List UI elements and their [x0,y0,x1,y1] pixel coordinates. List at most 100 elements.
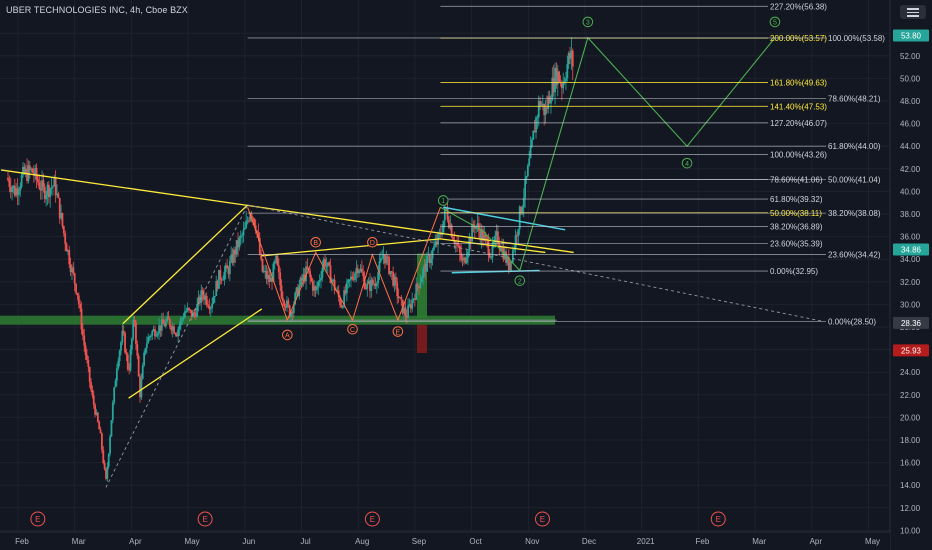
candle-body [566,64,569,79]
candle-body [554,67,556,93]
candle-body [241,235,243,237]
price-label-badge [893,243,929,256]
candle-body [543,103,546,116]
candle-body [306,266,309,269]
candle-body [275,255,277,262]
candle-body [35,168,38,180]
candle-body [392,272,395,286]
candle-body [570,50,573,59]
candle-body [107,453,110,467]
candle-body [261,258,264,272]
candle-body [544,107,547,116]
candle-body [310,277,313,281]
wave-label-text: A [285,333,290,340]
candle-body [522,198,525,208]
candle-body [460,252,463,260]
candle-body [87,359,90,367]
candle-body [311,280,314,291]
candle-body [405,315,408,318]
candle-body [288,305,291,318]
candle-body [88,366,91,382]
candle-body [26,168,28,181]
candle-body [329,265,332,284]
candle-body [173,326,175,334]
candle-body [452,236,454,240]
candle-body [287,300,290,306]
earnings-icon-label: E [370,515,375,524]
candle-body [54,177,57,196]
candle-body [258,237,261,255]
candle-body [239,235,242,238]
candle-body [339,297,341,305]
candle-body [299,277,302,286]
candle-body [480,229,483,241]
candle-body [12,185,15,189]
candle-body [137,355,140,377]
candle-body [390,271,393,273]
time-axis-tick: Dec [582,537,596,546]
candle-body [494,235,497,243]
price-axis-tick: 32.00 [900,278,921,287]
menu-icon[interactable] [900,5,926,19]
candle-body [385,256,388,264]
candle-body [223,271,226,280]
candle-body [249,213,252,221]
candle-body [62,226,65,234]
fib-level-label: 200.00%(53.57) [770,34,827,43]
candle-body [198,296,201,304]
candle-body [305,266,307,282]
candle-body [190,310,193,318]
candle-body [147,337,150,344]
candle-body [317,281,320,289]
wave-label-circle [392,326,404,337]
candle-body [114,380,117,388]
price-axis-tick: 50.00 [900,74,921,83]
candle-body [72,267,75,274]
candle-body [125,352,128,355]
candle-body [209,307,212,310]
candle-body [228,261,231,275]
candle-body [71,267,73,273]
candle-body [273,261,276,264]
candle-body [370,279,373,291]
candle-body [348,279,351,281]
candle-body [9,186,12,193]
candle-body [360,268,363,273]
wave-label-circle [437,195,449,206]
candle-body [375,283,378,287]
candle-body [514,235,517,250]
candle-body [453,239,456,244]
time-axis-tick: Jul [300,537,310,546]
candle-body [160,319,163,331]
price-axis-tick: 52.00 [900,52,921,61]
wave-label-circle [310,236,321,248]
candle-body [412,298,415,300]
candle-body [90,381,92,390]
price-axis-tick: 16.00 [900,459,921,468]
candle-body [352,278,355,280]
candle-body [520,206,522,214]
earnings-icon [534,511,550,527]
candle-body [208,306,211,310]
candle-body [163,323,166,327]
price-label-text: 53.80 [901,31,922,40]
candle-body [235,240,238,255]
candle-body [162,319,165,324]
candle-body [224,265,227,272]
candle-body [56,193,58,196]
candle-body [181,318,184,320]
wave-label-circle [367,236,378,248]
candle-body [166,316,169,322]
candle-body [326,262,329,266]
candle-body [291,312,294,314]
fib-level-label: 50.00%(41.04) [828,176,881,185]
candle-body [362,272,365,277]
fib-level-label: 141.40%(47.53) [770,102,827,111]
candle-body [132,320,135,339]
projected-wave-path [440,36,776,272]
candle-body [340,304,343,308]
time-axis-tick: Aug [355,537,369,546]
candle-body [464,257,467,263]
earnings-icon-label: E [540,515,545,524]
